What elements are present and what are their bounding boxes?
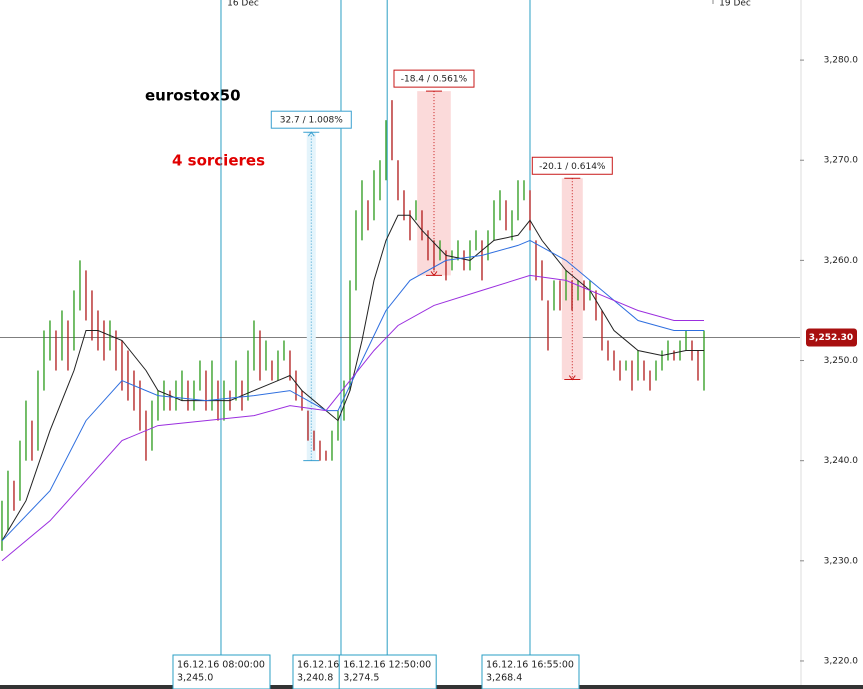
chart-title: eurostox50 — [145, 87, 241, 105]
y-tick-label: 3,240.0 — [824, 456, 859, 466]
measure-label-box — [270, 110, 352, 129]
y-tick-label: 3,280.0 — [824, 56, 859, 66]
measure-area — [561, 178, 583, 380]
measure-label-box — [531, 156, 613, 175]
marker-date: 16.12.16 16:55:00 — [486, 660, 574, 671]
marker-price: 3,268.4 — [486, 673, 522, 684]
measure-label: 32.7 / 1.008% — [280, 116, 344, 126]
x-tick-label: 19 Dec — [719, 0, 751, 9]
last-price-label: 3,252.30 — [809, 333, 853, 343]
moving-average — [1, 274, 704, 562]
measure-arrow — [430, 271, 438, 277]
last-price-box — [806, 328, 857, 347]
marker-date: 16.12.16 12:50:00 — [343, 660, 431, 671]
moving-average — [1, 214, 704, 542]
y-tick-label: 3,250.0 — [824, 356, 859, 366]
marker-box — [338, 654, 437, 689]
moving-average — [1, 239, 704, 542]
marker-box — [481, 654, 580, 689]
marker-price: 3,245.0 — [177, 673, 213, 684]
measure-label-box — [393, 69, 475, 88]
measure-label: -20.1 / 0.614% — [539, 162, 606, 172]
marker-date: 16.12.16 08:00:00 — [177, 660, 265, 671]
measure-arrow — [568, 375, 576, 381]
marker-date: 16.12.16 — [297, 660, 339, 671]
chart-subtitle: 4 sorcieres — [172, 152, 265, 170]
y-tick-label: 3,270.0 — [824, 156, 859, 166]
y-tick-label: 3,220.0 — [824, 656, 859, 666]
marker-price: 3,274.5 — [343, 673, 379, 684]
y-tick-label: 3,260.0 — [824, 256, 859, 266]
measure-area — [306, 132, 316, 461]
x-tick-label: 16 Dec — [227, 0, 259, 9]
marker-price: 3,240.8 — [297, 673, 333, 684]
measure-arrow — [307, 131, 315, 137]
y-tick-label: 3,230.0 — [824, 556, 859, 566]
measure-label: -18.4 / 0.561% — [401, 75, 468, 85]
marker-box — [172, 654, 271, 689]
